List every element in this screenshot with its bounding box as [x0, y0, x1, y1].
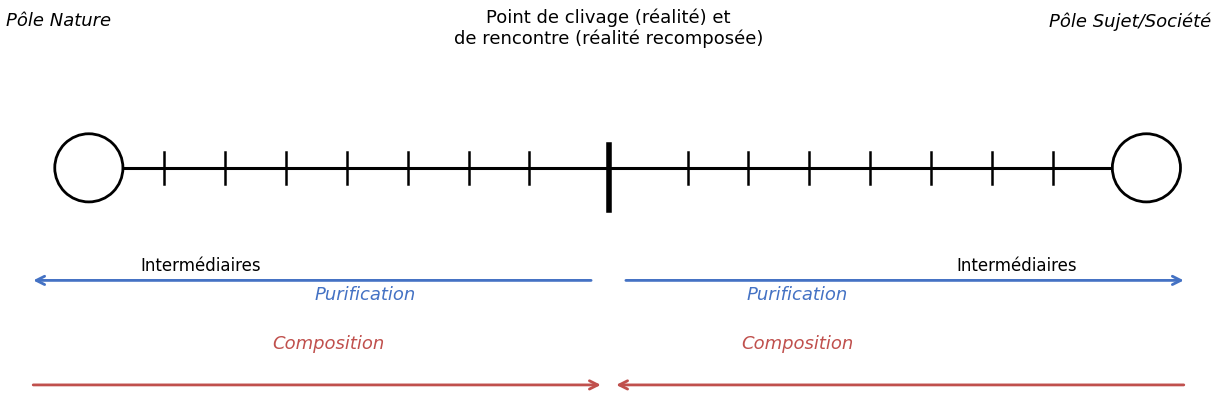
Text: Intermédiaires: Intermédiaires: [140, 257, 262, 275]
Ellipse shape: [55, 134, 123, 203]
Text: Composition: Composition: [741, 334, 853, 352]
Text: Purification: Purification: [746, 286, 848, 304]
Text: Composition: Composition: [273, 334, 385, 352]
Text: Intermédiaires: Intermédiaires: [955, 257, 1077, 275]
Text: Pôle Nature: Pôle Nature: [6, 12, 111, 30]
Text: Point de clivage (réalité) et
de rencontre (réalité recomposée): Point de clivage (réalité) et de rencont…: [454, 8, 763, 48]
Text: Pôle Sujet/Société: Pôle Sujet/Société: [1049, 12, 1211, 30]
Ellipse shape: [1112, 134, 1180, 203]
Text: Purification: Purification: [314, 286, 416, 304]
